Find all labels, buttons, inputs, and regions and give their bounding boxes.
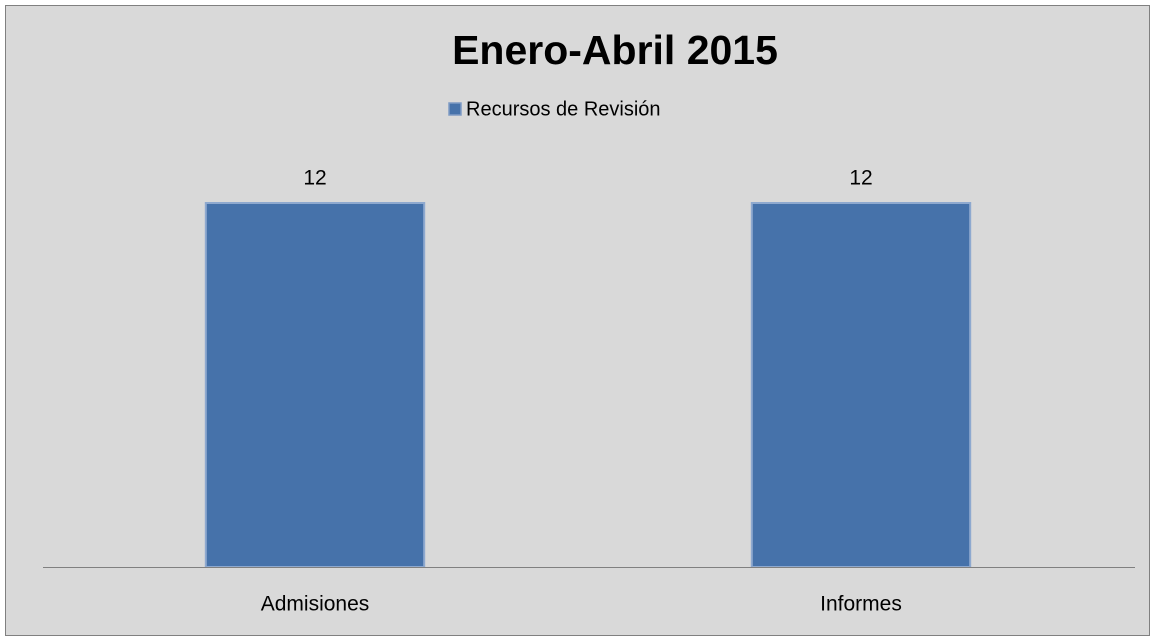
data-label: 12	[303, 167, 326, 190]
legend-label: Recursos de Revisión	[466, 98, 661, 120]
x-tick-label: Admisiones	[261, 593, 370, 616]
data-label: 12	[849, 167, 872, 190]
chart-title: Enero-Abril 2015	[452, 27, 778, 73]
legend-swatch	[448, 102, 462, 116]
bar	[750, 202, 972, 568]
bar	[204, 202, 426, 568]
x-tick-label: Informes	[820, 593, 902, 616]
